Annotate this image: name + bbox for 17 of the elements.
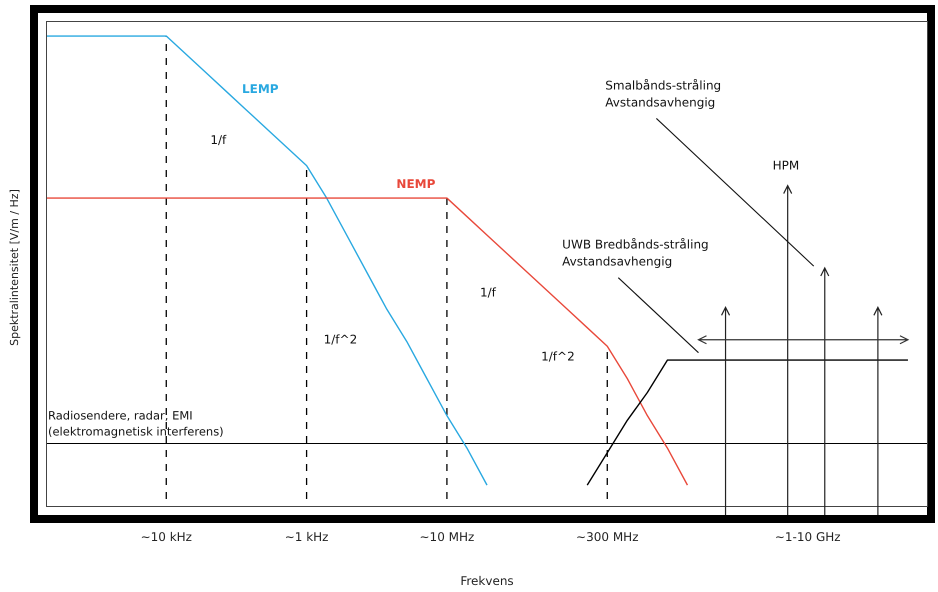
x-axis-title: Frekvens <box>460 574 514 588</box>
annotation: 1/f^2 <box>541 349 575 364</box>
ref-line-label: Radiosendere, radar, EMI (elektromagnetisk interferens) <box>48 408 224 438</box>
annotation: Smalbånds-stråling Avstandsavhengig <box>605 78 722 110</box>
annotation: UWB Bredbånds-stråling Avstandsavhengig <box>562 238 709 269</box>
y-axis-title: Spektralintensitet [V/m / Hz] <box>8 189 21 346</box>
series-label: LEMP <box>242 82 279 96</box>
x-tick-label: ~10 kHz <box>140 530 192 544</box>
annotation: 1/f <box>210 133 228 148</box>
annotation: 1/f^2 <box>324 332 358 347</box>
annotation: 1/f <box>480 286 497 300</box>
annotation: HPM <box>772 158 800 173</box>
x-tick-label: ~10 MHz <box>419 530 474 544</box>
x-tick-label: ~1 kHz <box>284 530 328 544</box>
series-label: NEMP <box>396 177 436 192</box>
x-tick-label: ~1-10 GHz <box>774 530 841 544</box>
x-tick-label: ~300 MHz <box>576 530 638 544</box>
